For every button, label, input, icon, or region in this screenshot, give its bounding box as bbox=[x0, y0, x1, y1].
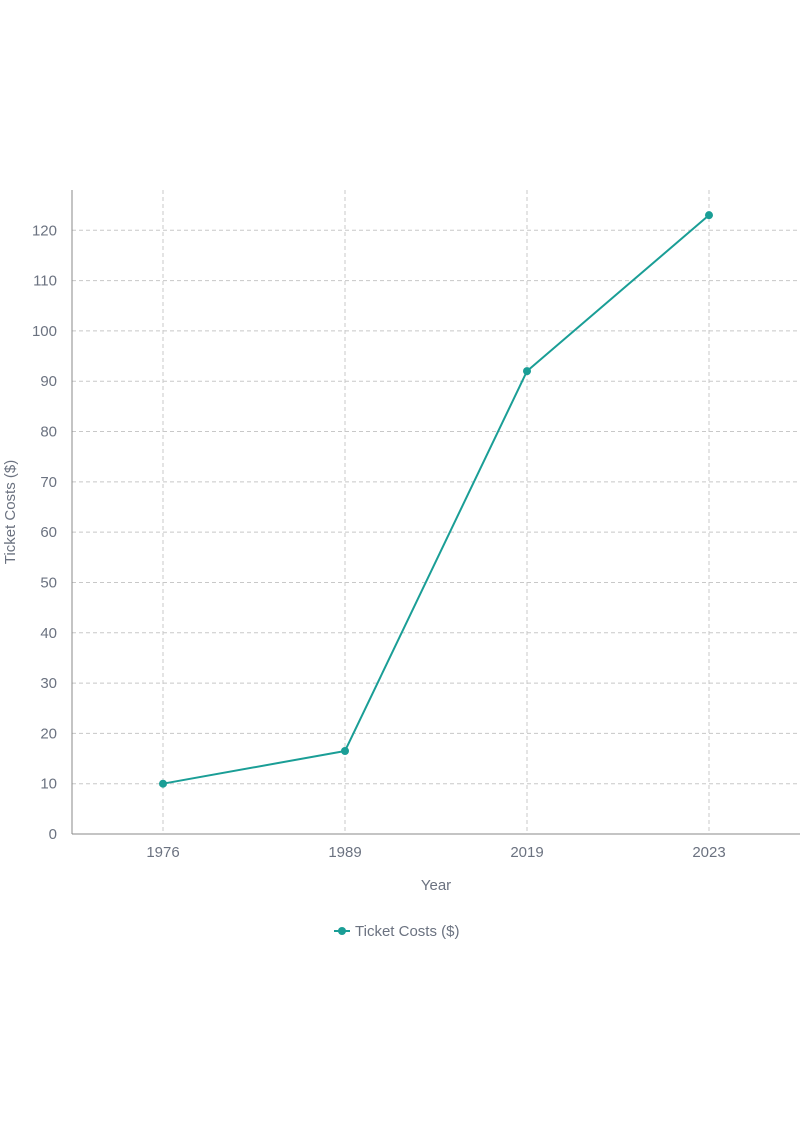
y-tick-label: 40 bbox=[40, 625, 57, 642]
y-tick-label: 60 bbox=[40, 524, 57, 541]
data-point[interactable] bbox=[705, 211, 713, 220]
y-tick-label: 30 bbox=[40, 675, 57, 692]
labels-layer: Year Ticket Costs ($) bbox=[2, 460, 451, 894]
data-point[interactable] bbox=[341, 746, 349, 755]
x-tick-label: 2019 bbox=[510, 844, 543, 861]
y-tick-label: 70 bbox=[40, 474, 57, 491]
y-tick-label: 80 bbox=[40, 424, 57, 441]
ticks-layer: 0 10 20 30 40 50 60 70 80 90 100 110 120 1976 1989 2019… bbox=[32, 222, 726, 861]
x-tick-label: 1976 bbox=[146, 844, 179, 861]
y-tick-label: 90 bbox=[40, 373, 57, 390]
series-layer bbox=[159, 211, 713, 788]
y-axis-title: Ticket Costs ($) bbox=[2, 460, 19, 564]
y-tick-label: 20 bbox=[40, 725, 57, 742]
y-tick-label: 120 bbox=[32, 222, 57, 239]
y-tick-label: 100 bbox=[32, 323, 57, 340]
y-tick-label: 110 bbox=[33, 273, 57, 290]
y-tick-label: 10 bbox=[40, 776, 57, 793]
legend-marker-icon bbox=[338, 927, 346, 935]
x-axis-title: Year bbox=[421, 877, 451, 894]
data-point[interactable] bbox=[523, 367, 531, 376]
x-tick-label: 1989 bbox=[328, 844, 361, 861]
axes-layer bbox=[71, 190, 800, 835]
data-point[interactable] bbox=[159, 779, 167, 788]
legend-label: Ticket Costs ($) bbox=[355, 923, 459, 940]
y-tick-label: 0 bbox=[49, 826, 57, 843]
grid-layer bbox=[72, 190, 800, 834]
y-tick-label: 50 bbox=[40, 574, 57, 591]
series-line bbox=[162, 214, 710, 785]
x-tick-label: 2023 bbox=[692, 844, 725, 861]
legend[interactable]: Ticket Costs ($) bbox=[334, 923, 459, 940]
